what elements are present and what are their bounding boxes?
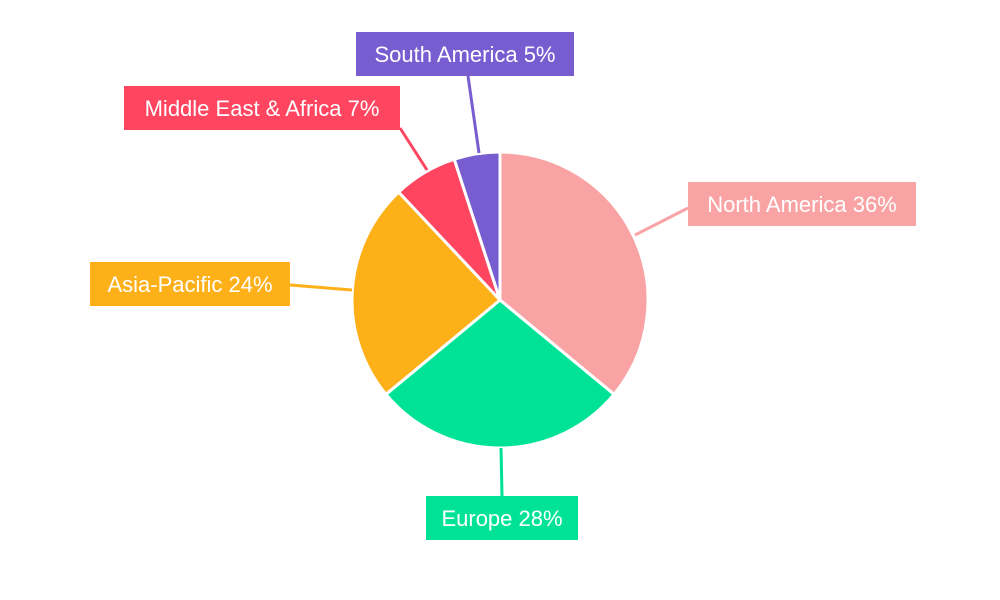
- leader-line: [466, 75, 481, 154]
- pie-slice-asia-pacific[interactable]: [350, 190, 502, 396]
- data-label: Middle East & Africa 7%: [145, 96, 380, 121]
- data-label: Europe 28%: [441, 506, 562, 531]
- data-label-box: [688, 182, 916, 226]
- pie-slice-south-america[interactable]: [452, 150, 502, 302]
- pie-slice-north-america[interactable]: [498, 150, 650, 396]
- data-label-box: [90, 262, 290, 306]
- data-label-box: [124, 86, 400, 130]
- leader-line: [289, 283, 353, 292]
- leader-line: [398, 127, 429, 171]
- data-label-box: [356, 32, 574, 76]
- data-label: South America 5%: [375, 42, 556, 67]
- leader-line: [634, 206, 689, 237]
- data-label-box: [426, 496, 578, 540]
- data-label: North America 36%: [707, 192, 897, 217]
- leader-line: [499, 447, 504, 497]
- data-label: Asia-Pacific 24%: [107, 272, 272, 297]
- pie-slice-europe[interactable]: [384, 298, 616, 450]
